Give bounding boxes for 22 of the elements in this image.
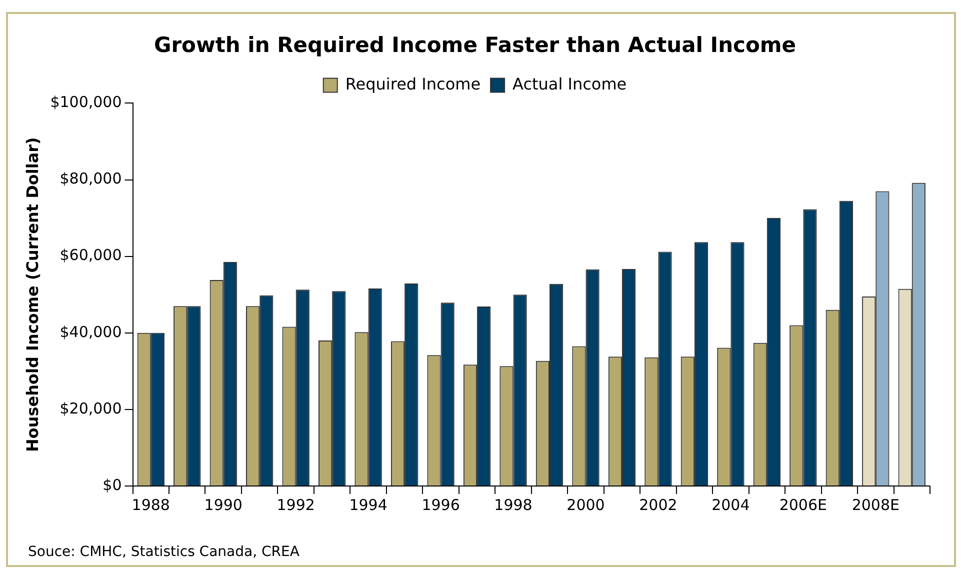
y-tick-label: $40,000: [60, 322, 122, 341]
x-tick-label: 2004: [712, 496, 750, 514]
text: Souce: CMHC, Statistics Canada, CREA: [28, 544, 300, 560]
x-tick-label: 1988: [132, 496, 170, 514]
y-axis-title: Household Income (Current Dollar): [22, 137, 42, 452]
legend-label: Required Income: [345, 74, 481, 94]
y-tick-label: $0: [102, 476, 122, 494]
x-tick-label: 2008E: [852, 496, 900, 514]
y-tick-label: $60,000: [60, 246, 122, 264]
x-tick-label: 1994: [349, 496, 388, 514]
x-tick-label: 2006E: [779, 496, 827, 514]
x-tick-label: 1998: [494, 496, 532, 514]
y-tick-label: $100,000: [50, 93, 122, 112]
x-tick-label: 2000: [566, 496, 605, 514]
chart-title: Growth in Required Income Faster than Actual Income: [154, 33, 796, 58]
legend-label: Actual Income: [512, 74, 627, 94]
x-tick-label: 1996: [422, 496, 460, 514]
y-tick-label: $20,000: [60, 399, 122, 418]
x-tick-label: 1990: [204, 496, 242, 514]
y-tick-label: $80,000: [60, 170, 122, 188]
x-tick-label: 1992: [276, 496, 315, 514]
x-tick-label: 2002: [639, 496, 678, 514]
